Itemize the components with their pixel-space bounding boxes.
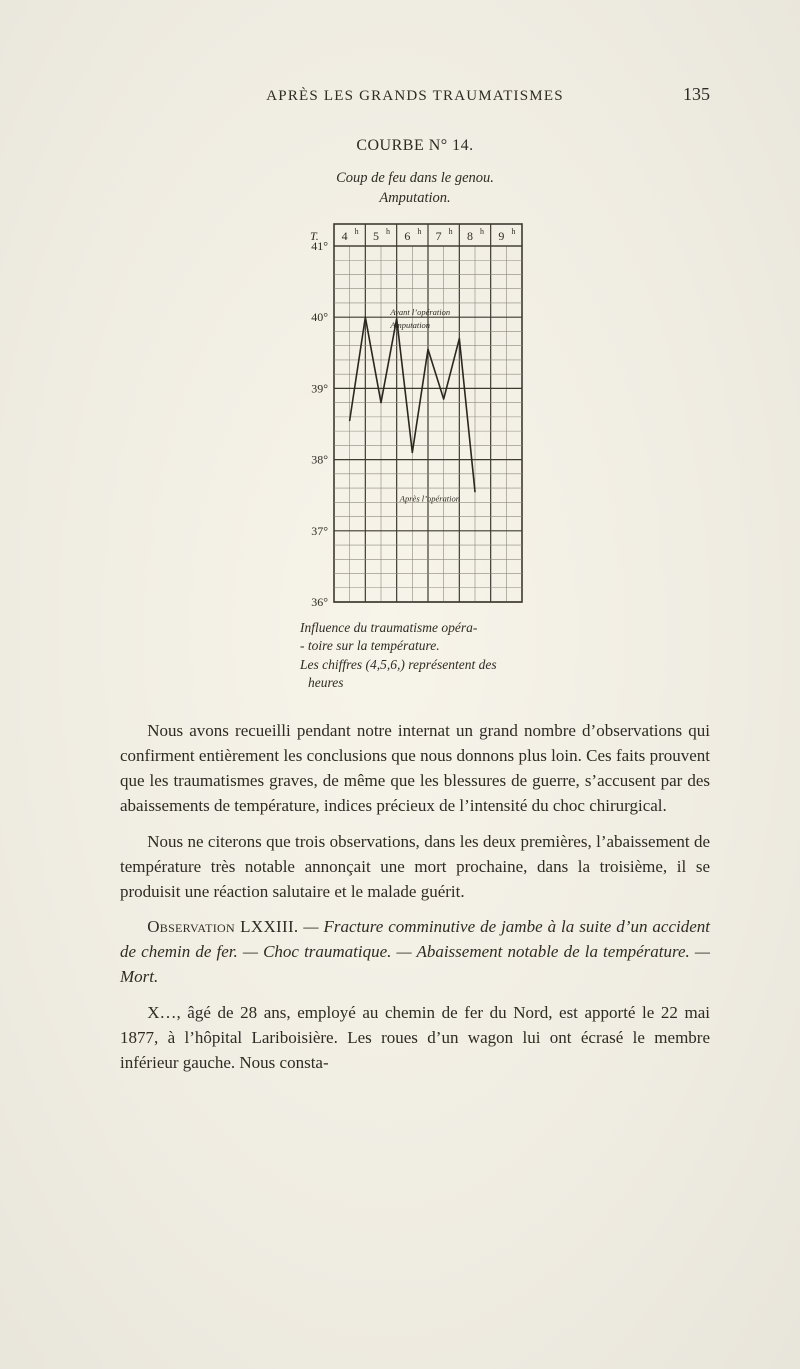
svg-text:h: h — [511, 227, 515, 236]
svg-text:h: h — [386, 227, 390, 236]
svg-text:5: 5 — [373, 229, 379, 243]
svg-text:40°: 40° — [311, 310, 328, 324]
svg-text:36°: 36° — [311, 595, 328, 608]
paragraph-3: Observation LXXIII. — Fracture comminuti… — [120, 914, 710, 989]
caption-line-1: Influence du traumatisme opéra- — [300, 620, 477, 635]
paragraph-4: X…, âgé de 28 ans, employé au chemin de … — [120, 1000, 710, 1075]
svg-text:h: h — [480, 227, 484, 236]
figure-title: COURBE N° 14. — [120, 137, 710, 155]
svg-text:h: h — [449, 227, 453, 236]
paragraph-2: Nous ne citerons que trois observations,… — [120, 829, 710, 904]
caption-line-4: heures — [300, 675, 344, 690]
svg-text:Après l’opération: Après l’opération — [399, 494, 460, 504]
chart-svg: T.4h5h6h7h8h9h41°40°39°38°37°36°Avant l’… — [300, 218, 530, 608]
caption-line-2: - toire sur la température. — [300, 638, 440, 653]
svg-text:Avant l’opération: Avant l’opération — [389, 307, 450, 317]
svg-text:41°: 41° — [311, 239, 328, 253]
observation-head: Observation LXXIII. — [147, 917, 298, 936]
svg-text:h: h — [355, 227, 359, 236]
running-head: APRÈS LES GRANDS TRAUMATISMES 135 — [120, 88, 710, 105]
svg-text:Amputation: Amputation — [389, 320, 430, 330]
svg-text:9: 9 — [498, 229, 504, 243]
running-title: APRÈS LES GRANDS TRAUMATISMES — [266, 88, 564, 105]
temperature-chart: T.4h5h6h7h8h9h41°40°39°38°37°36°Avant l’… — [300, 218, 530, 613]
scanned-page: APRÈS LES GRANDS TRAUMATISMES 135 COURBE… — [0, 0, 800, 1369]
figure-subtitle-2: Amputation. — [120, 189, 710, 209]
caption-line-3: Les chiffres (4,5,6,) représentent des — [300, 657, 497, 672]
svg-text:39°: 39° — [311, 382, 328, 396]
svg-text:38°: 38° — [311, 453, 328, 467]
svg-text:7: 7 — [436, 229, 442, 243]
figure-block: COURBE N° 14. Coup de feu dans le genou.… — [120, 137, 710, 692]
page-number: 135 — [683, 84, 710, 105]
chart-container: T.4h5h6h7h8h9h41°40°39°38°37°36°Avant l’… — [120, 218, 710, 613]
svg-text:h: h — [417, 227, 421, 236]
body-text: Nous avons recueilli pendant notre inter… — [120, 718, 710, 1075]
svg-text:8: 8 — [467, 229, 473, 243]
svg-text:4: 4 — [342, 229, 348, 243]
figure-subtitle-1: Coup de feu dans le genou. — [120, 169, 710, 189]
figure-caption: Influence du traumatisme opéra- - toire … — [300, 619, 530, 692]
svg-text:37°: 37° — [311, 524, 328, 538]
paragraph-1: Nous avons recueilli pendant notre inter… — [120, 718, 710, 819]
svg-text:6: 6 — [404, 229, 410, 243]
